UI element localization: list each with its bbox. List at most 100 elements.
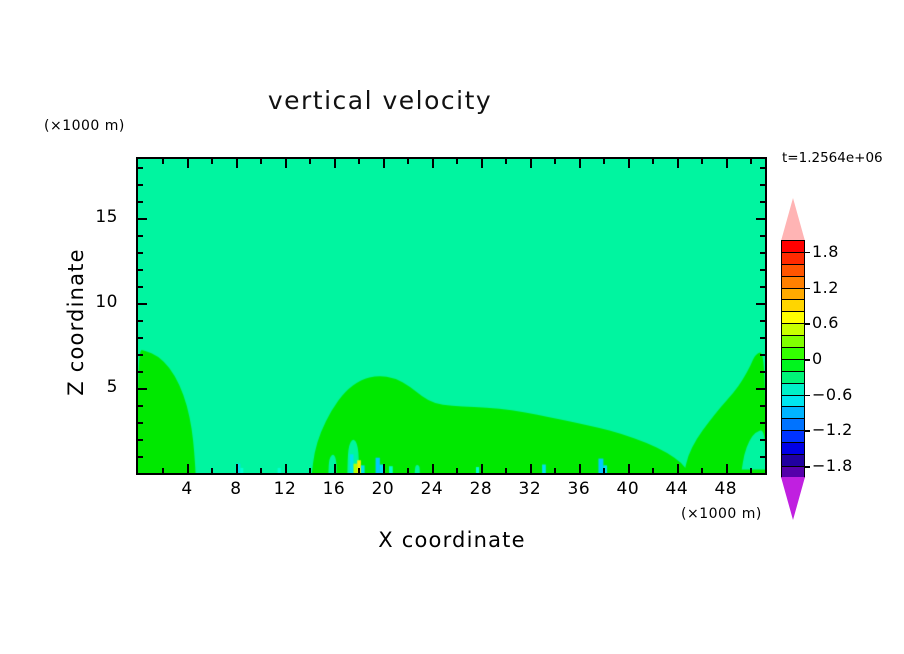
contour-field bbox=[138, 159, 765, 473]
x-axis-tick-label: 28 bbox=[469, 479, 493, 499]
colorbar-tick-label: 0.6 bbox=[812, 313, 839, 333]
colorbar-tick-label: 0 bbox=[812, 349, 823, 368]
axis-tick bbox=[138, 269, 143, 272]
axis-tick bbox=[260, 159, 263, 164]
axis-tick bbox=[627, 464, 630, 473]
colorbar-band bbox=[782, 466, 804, 479]
colorbar-tick bbox=[805, 251, 810, 254]
axis-tick bbox=[284, 159, 287, 168]
colorbar-tick-label: 1.2 bbox=[812, 277, 839, 297]
axis-tick bbox=[309, 159, 312, 164]
axis-tick bbox=[750, 468, 753, 473]
colorbar-band bbox=[782, 348, 804, 360]
axis-tick bbox=[138, 439, 143, 442]
axis-tick bbox=[603, 159, 606, 164]
colorbar-band bbox=[782, 336, 804, 349]
x-axis-title: X coordinate bbox=[378, 528, 526, 552]
axis-tick bbox=[676, 159, 679, 168]
colorbar-band bbox=[782, 252, 804, 265]
axis-tick bbox=[309, 468, 312, 473]
colorbar-band bbox=[782, 359, 804, 372]
time-annotation: t=1.2564e+06 bbox=[782, 150, 883, 166]
axis-tick bbox=[138, 337, 143, 340]
colorbar-band bbox=[782, 371, 804, 384]
axis-tick bbox=[138, 201, 143, 204]
axis-tick bbox=[138, 388, 147, 391]
x-axis-tick-label: 20 bbox=[371, 479, 395, 499]
x-axis-tick-label: 44 bbox=[665, 479, 689, 499]
colorbar-tick-label: −1.8 bbox=[812, 456, 853, 476]
axis-tick bbox=[138, 422, 143, 425]
axis-tick bbox=[138, 320, 143, 323]
y-axis-tick-label: 5 bbox=[106, 377, 118, 398]
axis-tick bbox=[603, 468, 606, 473]
axis-tick bbox=[162, 468, 165, 473]
axis-tick bbox=[725, 159, 728, 168]
colorbar-cap-bottom bbox=[781, 477, 805, 520]
colorbar-band bbox=[782, 419, 804, 432]
axis-tick bbox=[162, 159, 165, 164]
colorbar-tick-label: −0.6 bbox=[812, 384, 853, 404]
axis-tick bbox=[358, 159, 361, 164]
x-axis-tick-label: 32 bbox=[518, 479, 542, 499]
axis-tick bbox=[431, 159, 434, 168]
axis-tick bbox=[760, 184, 765, 187]
axis-tick bbox=[760, 354, 765, 357]
axis-tick bbox=[756, 303, 765, 306]
axis-tick bbox=[284, 464, 287, 473]
colorbar-tick-label: −1.2 bbox=[812, 420, 853, 440]
axis-tick bbox=[456, 159, 459, 164]
axis-tick bbox=[407, 468, 410, 473]
colorbar-band bbox=[782, 383, 804, 396]
axis-tick bbox=[760, 337, 765, 340]
axis-tick bbox=[138, 405, 143, 408]
axis-tick bbox=[725, 464, 728, 473]
axis-tick bbox=[760, 235, 765, 238]
axis-tick bbox=[138, 252, 143, 255]
axis-tick bbox=[701, 159, 704, 164]
colorbar-bands bbox=[781, 240, 805, 479]
colorbar-tick-label: 1.8 bbox=[812, 241, 839, 261]
colorbar-band bbox=[782, 455, 804, 467]
axis-tick bbox=[358, 468, 361, 473]
axis-tick bbox=[760, 269, 765, 272]
y-axis-tick-label: 10 bbox=[95, 292, 118, 313]
axis-tick bbox=[382, 464, 385, 473]
axis-tick bbox=[529, 159, 532, 168]
axis-tick bbox=[260, 468, 263, 473]
axis-tick bbox=[138, 354, 143, 357]
axis-tick bbox=[529, 464, 532, 473]
axis-tick bbox=[578, 159, 581, 168]
x-axis-tick-label: 4 bbox=[181, 479, 193, 499]
axis-tick bbox=[554, 468, 557, 473]
colorbar-band bbox=[782, 324, 804, 337]
axis-tick bbox=[138, 286, 143, 289]
colorbar-band bbox=[782, 395, 804, 408]
axis-tick bbox=[676, 464, 679, 473]
axis-tick bbox=[186, 464, 189, 473]
axis-tick bbox=[480, 464, 483, 473]
axis-tick bbox=[505, 159, 508, 164]
axis-tick bbox=[701, 468, 704, 473]
axis-tick bbox=[760, 422, 765, 425]
axis-tick bbox=[760, 252, 765, 255]
colorbar-band bbox=[782, 276, 804, 289]
axis-tick bbox=[138, 167, 143, 170]
colorbar-tick bbox=[805, 323, 810, 325]
axis-tick bbox=[333, 159, 336, 168]
axis-tick bbox=[407, 159, 410, 164]
axis-tick bbox=[138, 218, 147, 221]
axis-tick bbox=[211, 159, 214, 164]
axis-tick bbox=[431, 464, 434, 473]
colorbar bbox=[781, 198, 810, 520]
axis-tick bbox=[760, 456, 765, 459]
axis-tick bbox=[652, 159, 655, 164]
x-axis-tick-label: 24 bbox=[420, 479, 444, 499]
axis-tick bbox=[652, 468, 655, 473]
axis-tick bbox=[760, 320, 765, 323]
colorbar-tick bbox=[805, 394, 810, 397]
colorbar-band bbox=[782, 431, 804, 444]
y-axis-tick-label: 15 bbox=[95, 207, 118, 228]
axis-tick bbox=[760, 286, 765, 289]
